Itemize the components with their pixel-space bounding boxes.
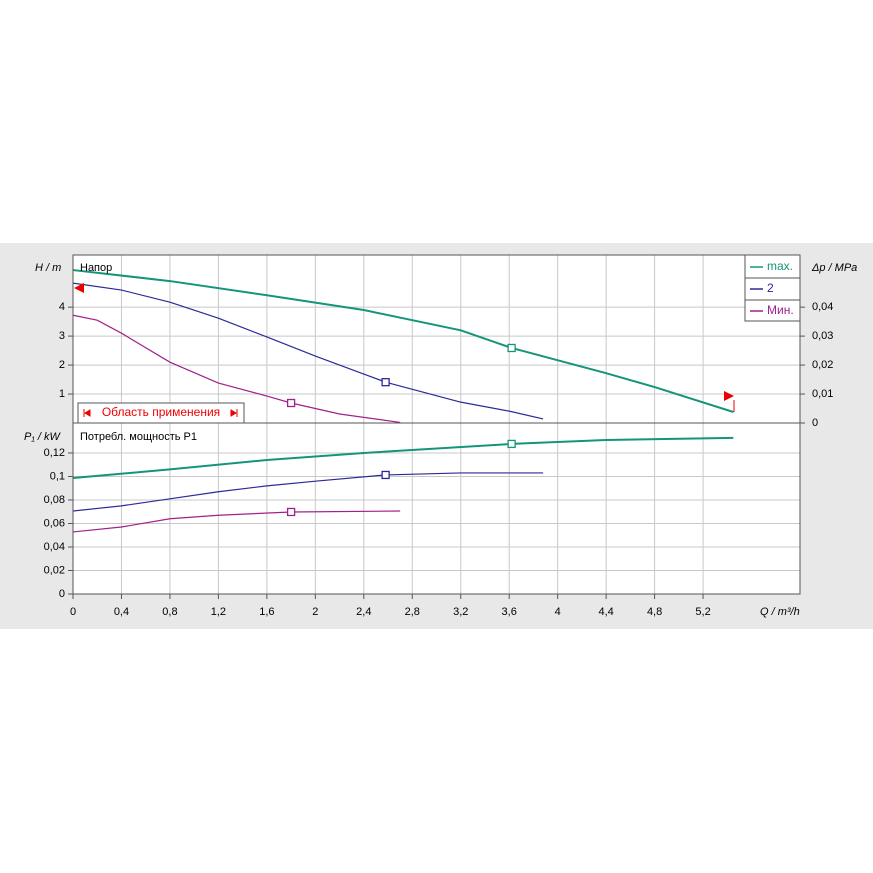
- x-tick-label: 2,4: [356, 606, 371, 618]
- y-tick-label: 0: [59, 588, 65, 600]
- x-tick-label: 1,2: [211, 606, 226, 618]
- y-tick-label: 2: [59, 359, 65, 371]
- x-tick-label: 5,2: [695, 606, 710, 618]
- y-axis-label: H / m: [35, 262, 61, 274]
- limit-arrow: [74, 283, 84, 293]
- y2-tick-label: 0,02: [812, 359, 833, 371]
- y2-axis-label: Δp / MPa: [811, 262, 857, 274]
- x-tick-label: 3,2: [453, 606, 468, 618]
- operating-point: [507, 439, 516, 449]
- legend-label: max.: [767, 259, 793, 273]
- y-tick-label: 3: [59, 330, 65, 342]
- y-axis-label: P₁ / kW: [24, 431, 61, 443]
- limit-arrow: [724, 391, 734, 401]
- legend: max. 2 Мин.: [744, 254, 801, 322]
- series-line: [72, 472, 544, 512]
- series-line: [72, 282, 544, 420]
- operating-point: [381, 470, 390, 480]
- series-line: [72, 436, 734, 479]
- x-tick-label: 0,8: [162, 606, 177, 618]
- operating-point: [507, 343, 516, 353]
- y-tick-label: 0,1: [50, 470, 65, 482]
- legend-box: [744, 254, 801, 322]
- y2-tick-label: 0,04: [812, 301, 833, 313]
- x-tick-label: 4,8: [647, 606, 662, 618]
- y-tick-label: 4: [59, 301, 65, 313]
- range-arrow: [83, 409, 91, 417]
- y2-tick-label: 0: [812, 417, 818, 429]
- series-line: [72, 314, 401, 424]
- legend-label: Мин.: [767, 303, 794, 317]
- x-tick-label: 0,4: [114, 606, 129, 618]
- x-tick-label: 1,6: [259, 606, 274, 618]
- x-tick-label: 2: [312, 606, 318, 618]
- series-line: [72, 269, 734, 413]
- legend-label: 2: [767, 281, 774, 295]
- x-axis-label: Q / m³/h: [760, 606, 800, 618]
- y-tick-label: 0,08: [44, 494, 65, 506]
- operating-point: [286, 507, 296, 517]
- x-tick-label: 0: [70, 606, 76, 618]
- y-tick-label: 0,04: [44, 541, 65, 553]
- y-tick-label: 0,06: [44, 517, 65, 529]
- grid: [68, 255, 805, 599]
- plot-area: [73, 255, 800, 594]
- range-label: Область применения: [102, 405, 220, 419]
- lower-title: Потребл. мощность P1: [80, 431, 197, 443]
- y-tick-label: 1: [59, 388, 65, 400]
- range-arrow: [230, 409, 238, 417]
- y2-tick-label: 0,01: [812, 388, 833, 400]
- operating-point: [381, 378, 390, 387]
- y2-tick-label: 0,03: [812, 330, 833, 342]
- x-tick-label: 4: [555, 606, 561, 618]
- plot-frame: [72, 254, 801, 595]
- y-tick-label: 0,12: [44, 447, 65, 459]
- y-tick-label: 0,02: [44, 564, 65, 576]
- x-tick-label: 3,6: [502, 606, 517, 618]
- marks: [72, 269, 734, 533]
- x-tick-label: 2,8: [405, 606, 420, 618]
- range-box: [77, 402, 245, 424]
- operating-point: [286, 398, 296, 408]
- x-tick-label: 4,4: [598, 606, 613, 618]
- upper-title: Напор: [80, 262, 112, 274]
- series-line: [72, 510, 401, 533]
